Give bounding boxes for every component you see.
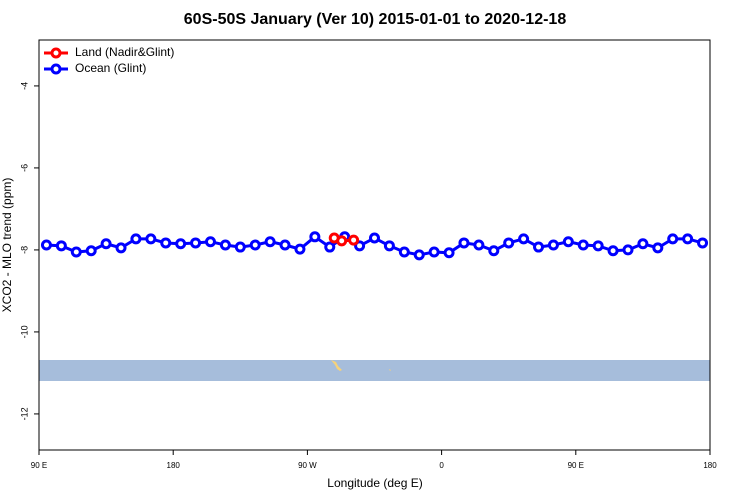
legend-label: Land (Nadir&Glint) — [75, 45, 174, 59]
point — [85, 245, 97, 257]
point — [383, 240, 395, 252]
point — [473, 239, 485, 251]
y-tick-label: -4 — [19, 82, 29, 90]
plot-frame — [38, 39, 711, 451]
point — [55, 240, 67, 252]
point — [443, 247, 455, 259]
point — [336, 235, 348, 247]
point — [622, 244, 634, 256]
point — [204, 236, 216, 248]
point — [682, 233, 694, 245]
point — [533, 241, 545, 253]
x-tick-label: 0 — [439, 461, 444, 470]
point — [488, 245, 500, 257]
y-tick-label: -10 — [19, 325, 29, 338]
y-axis-label: XCO2 - MLO trend (ppm) — [0, 178, 14, 313]
point — [234, 241, 246, 253]
x-tick-label: 90 E — [568, 461, 584, 470]
x-tick-label: 180 — [703, 461, 717, 470]
point — [503, 237, 515, 249]
point — [348, 234, 360, 246]
point — [428, 246, 440, 258]
point — [369, 232, 380, 244]
point — [219, 239, 231, 251]
point — [279, 239, 291, 251]
point — [518, 233, 530, 245]
point — [562, 236, 574, 248]
point — [324, 241, 336, 253]
x-tick-label: 90 W — [298, 461, 317, 470]
map-strip — [39, 360, 710, 381]
point — [145, 233, 157, 245]
point — [190, 237, 202, 249]
x-tick-label: 180 — [167, 461, 181, 470]
point — [652, 242, 664, 254]
x-axis-label: Longitude (deg E) — [327, 476, 422, 490]
point — [458, 237, 470, 249]
point — [413, 249, 425, 261]
point — [607, 245, 619, 257]
point — [547, 239, 559, 251]
point — [160, 237, 172, 249]
point — [130, 233, 142, 245]
point — [398, 246, 410, 258]
point — [577, 239, 589, 251]
x-tick-label: 90 E — [31, 461, 47, 470]
point — [175, 238, 187, 250]
y-tick-label: -6 — [19, 164, 29, 172]
point — [40, 239, 52, 251]
point — [592, 240, 604, 252]
point — [70, 246, 82, 258]
point — [697, 237, 709, 249]
chart-title: 60S-50S January (Ver 10) 2015-01-01 to 2… — [184, 11, 567, 28]
legend-label: Ocean (Glint) — [75, 61, 146, 75]
y-tick-label: -8 — [19, 246, 29, 254]
legend-marker — [50, 47, 62, 59]
point — [264, 236, 276, 248]
point — [309, 231, 321, 243]
point — [115, 242, 127, 254]
legend-marker — [50, 63, 62, 75]
point — [100, 238, 112, 250]
point — [637, 238, 649, 250]
point — [294, 243, 306, 255]
y-tick-label: -12 — [19, 407, 29, 420]
point — [249, 239, 261, 251]
point — [667, 233, 679, 245]
